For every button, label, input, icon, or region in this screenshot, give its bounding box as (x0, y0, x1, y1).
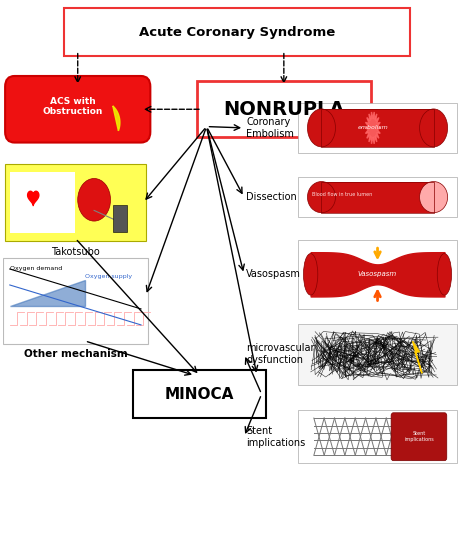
FancyBboxPatch shape (10, 172, 75, 233)
Polygon shape (27, 192, 39, 206)
FancyBboxPatch shape (298, 240, 457, 309)
Text: microvascular
dysfunction: microvascular dysfunction (246, 343, 315, 365)
Text: ACS with
Obstruction: ACS with Obstruction (43, 97, 103, 116)
Text: Dissection: Dissection (246, 192, 297, 202)
Text: Vasospasm: Vasospasm (246, 270, 301, 279)
Ellipse shape (419, 109, 447, 147)
Text: Other mechanism: Other mechanism (24, 349, 127, 359)
Text: Acute Coronary Syndrome: Acute Coronary Syndrome (139, 26, 335, 39)
Text: Stent
implications: Stent implications (246, 426, 306, 448)
Polygon shape (10, 280, 85, 306)
Text: Coronary
Embolism: Coronary Embolism (246, 117, 294, 139)
FancyBboxPatch shape (298, 177, 457, 217)
Polygon shape (113, 106, 120, 131)
Text: Stent
implications: Stent implications (404, 431, 434, 442)
Polygon shape (365, 112, 381, 144)
FancyBboxPatch shape (321, 181, 434, 213)
Ellipse shape (308, 181, 336, 213)
Text: Oxygen demand: Oxygen demand (10, 266, 62, 271)
Ellipse shape (419, 181, 447, 213)
FancyBboxPatch shape (3, 258, 148, 344)
Text: MINOCA: MINOCA (165, 387, 234, 402)
FancyBboxPatch shape (298, 103, 457, 153)
Ellipse shape (437, 253, 452, 295)
Text: Takotsubo: Takotsubo (51, 247, 100, 257)
Ellipse shape (308, 109, 336, 147)
Ellipse shape (78, 179, 110, 221)
Ellipse shape (303, 253, 318, 295)
FancyBboxPatch shape (321, 109, 434, 147)
Text: Vasospasm: Vasospasm (358, 271, 397, 277)
Text: embolism: embolism (357, 125, 388, 130)
Polygon shape (412, 341, 422, 373)
FancyBboxPatch shape (298, 410, 457, 463)
FancyBboxPatch shape (133, 370, 266, 418)
FancyBboxPatch shape (64, 8, 410, 56)
FancyBboxPatch shape (113, 205, 127, 232)
FancyBboxPatch shape (391, 413, 447, 461)
FancyBboxPatch shape (5, 164, 146, 241)
FancyBboxPatch shape (197, 81, 371, 137)
FancyBboxPatch shape (298, 323, 457, 385)
Text: Blood flow in true lumen: Blood flow in true lumen (312, 192, 372, 197)
FancyBboxPatch shape (5, 76, 150, 143)
Text: Oxygen supply: Oxygen supply (85, 274, 132, 279)
Text: NONRUPLA: NONRUPLA (223, 100, 345, 119)
